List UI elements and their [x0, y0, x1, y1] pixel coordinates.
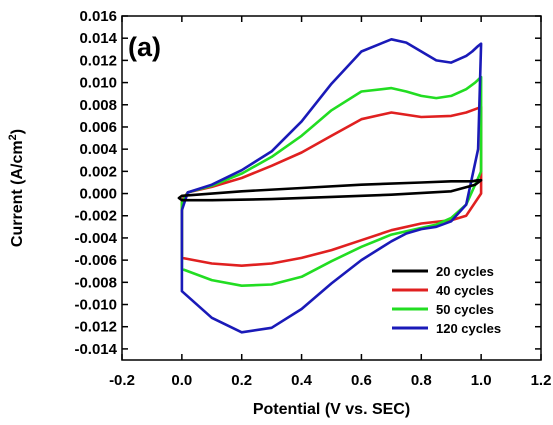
- y-tick-label: 0.010: [79, 75, 117, 92]
- y-tick-label: -0.002: [74, 208, 117, 225]
- legend-label: 50 cycles: [436, 302, 494, 317]
- y-tick-label: 0.014: [79, 30, 117, 47]
- x-axis-ticks: -0.2 0.0 0.2 0.4 0.6 0.8 1.0 1.2: [109, 16, 551, 389]
- y-tick-label: 0.012: [79, 52, 117, 69]
- x-tick-label: 0.8: [411, 372, 432, 389]
- x-tick-label: 1.2: [531, 372, 552, 389]
- panel-label: (a): [128, 32, 161, 62]
- y-tick-label: 0.008: [79, 97, 117, 114]
- y-tick-label: -0.014: [74, 341, 117, 358]
- series-line-50-cycles: [180, 75, 483, 287]
- y-tick-label: -0.006: [74, 252, 117, 269]
- y-tick-label: -0.008: [74, 274, 117, 291]
- y-tick-label: 0.016: [79, 8, 117, 25]
- legend: 20 cycles 40 cycles 50 cycles 120 cycles: [392, 264, 501, 336]
- x-axis-title: Potential (V vs. SEC): [253, 401, 410, 418]
- x-tick-label: 0.6: [351, 372, 372, 389]
- y-tick-label: 0.006: [79, 119, 117, 136]
- y-axis-title-close: ): [9, 129, 26, 134]
- y-axis-ticks: -0.014 -0.012 -0.010 -0.008 -0.006 -0.004 -0.0…: [74, 8, 541, 358]
- plot-frame: [121, 15, 542, 361]
- series-line-20-cycles: [177, 178, 483, 202]
- y-axis-title-sup: 2: [7, 134, 19, 140]
- series-layer: [177, 38, 483, 334]
- y-axis-title: Current (A/cm2): [7, 129, 26, 247]
- y-tick-label: 0.000: [79, 186, 117, 203]
- x-tick-label: 1.0: [471, 372, 492, 389]
- y-axis-title-main: Current (A/cm: [9, 140, 26, 247]
- series-line-120-cycles: [180, 38, 483, 334]
- y-tick-label: -0.012: [74, 319, 117, 336]
- legend-label: 120 cycles: [436, 321, 501, 336]
- x-tick-label: 0.4: [291, 372, 313, 389]
- x-tick-label: 0.2: [231, 372, 252, 389]
- y-tick-label: 0.002: [79, 163, 117, 180]
- y-tick-label: -0.010: [74, 297, 117, 314]
- y-tick-label: -0.004: [74, 230, 117, 247]
- legend-label: 40 cycles: [436, 283, 494, 298]
- x-tick-label: 0.0: [171, 372, 192, 389]
- y-tick-label: 0.004: [79, 141, 117, 158]
- x-tick-label: -0.2: [109, 372, 135, 389]
- legend-label: 20 cycles: [436, 264, 494, 279]
